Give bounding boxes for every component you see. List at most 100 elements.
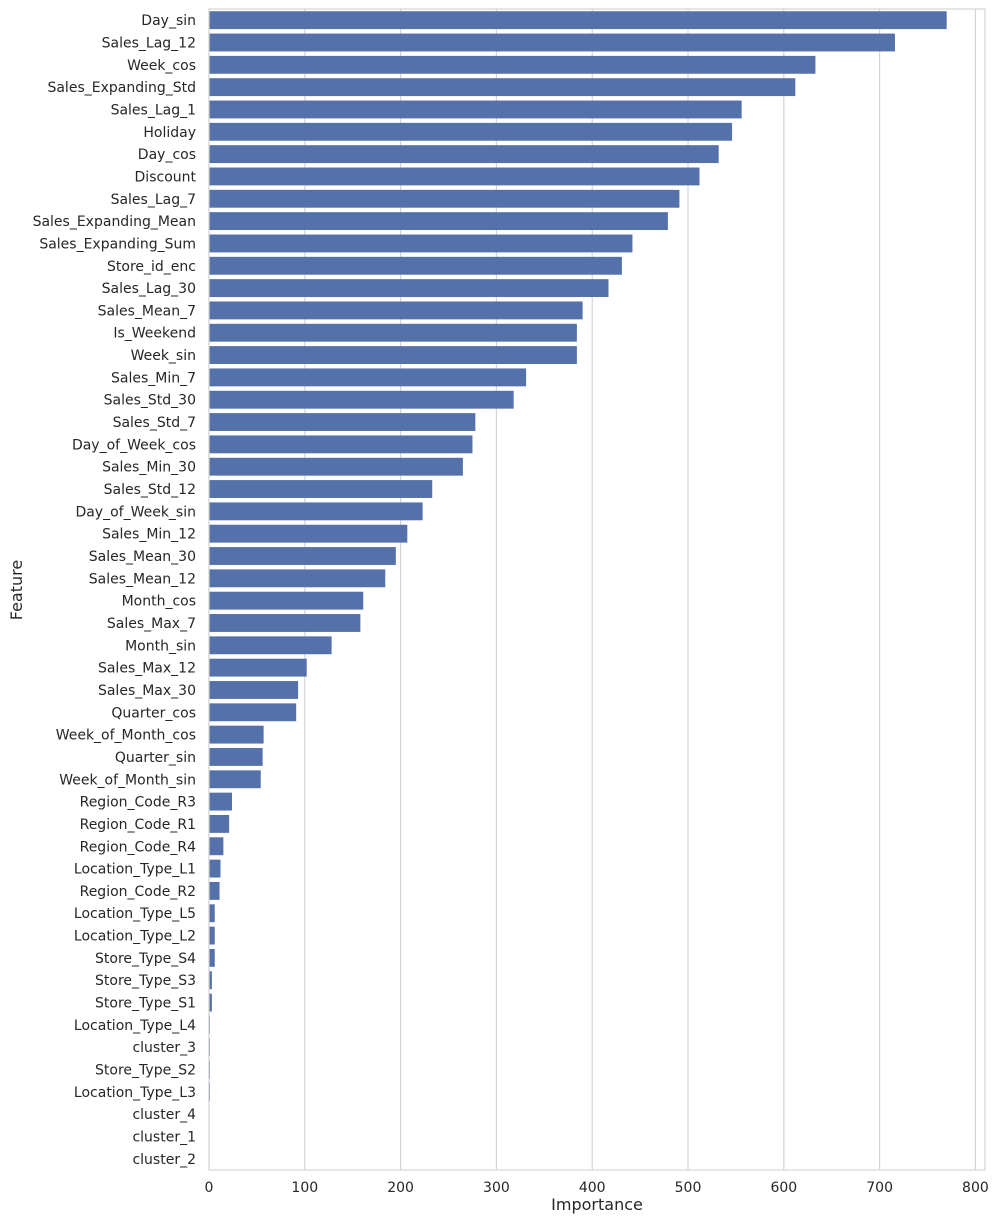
bar-sales-lag-30	[209, 279, 609, 298]
bar-store-type-s4	[209, 948, 215, 967]
y-tick-label: Sales_Expanding_Mean	[33, 214, 196, 230]
bar-region-code-r2	[209, 881, 220, 900]
bar-store-type-s1	[209, 993, 212, 1012]
x-tick-label: 700	[866, 1180, 893, 1196]
y-tick-label: Sales_Min_12	[102, 527, 196, 543]
bar-store-type-s3	[209, 971, 212, 990]
y-tick-label: Sales_Lag_7	[111, 192, 196, 208]
y-tick-label: Sales_Std_7	[113, 415, 196, 431]
bar-week-sin	[209, 346, 577, 364]
y-tick-label: Region_Code_R1	[80, 817, 196, 833]
bar-quarter-cos	[209, 703, 297, 722]
bar-week-cos	[209, 55, 816, 74]
y-tick-label: cluster_2	[132, 1152, 196, 1168]
y-tick-label: Sales_Mean_12	[89, 571, 196, 587]
x-tick-labels: 0 100 200 300 400 500 600 700 800	[205, 1180, 989, 1196]
bar-is-weekend	[209, 323, 577, 342]
y-tick-label: Location_Type_L5	[74, 906, 196, 922]
y-tick-label: Store_Type_S3	[95, 973, 196, 989]
y-tick-label: Sales_Mean_7	[98, 303, 196, 319]
x-tick-label: 300	[483, 1180, 510, 1196]
y-tick-label: Sales_Lag_12	[102, 35, 196, 51]
y-tick-label: Store_Type_S4	[95, 951, 196, 967]
y-tick-label: Sales_Expanding_Sum	[39, 236, 196, 252]
y-tick-label: Holiday	[143, 125, 196, 141]
bar-day-of-week-sin	[209, 502, 423, 521]
y-tick-label: Region_Code_R4	[80, 839, 196, 855]
bar-week-of-month-sin	[209, 770, 261, 789]
y-tick-label: Sales_Std_30	[104, 393, 196, 409]
y-tick-label: Sales_Std_12	[104, 482, 196, 498]
bar-region-code-r3	[209, 792, 232, 811]
y-tick-label: Quarter_sin	[115, 750, 196, 766]
y-tick-label: Sales_Mean_30	[89, 549, 196, 565]
bar-sales-expanding-std	[209, 78, 796, 97]
bar-sales-mean-30	[209, 547, 396, 565]
bar-sales-max-30	[209, 681, 299, 699]
y-tick-label: Day_of_Week_sin	[75, 504, 196, 520]
bar-sales-min-7	[209, 368, 527, 387]
x-tick-label: 0	[205, 1180, 214, 1196]
y-tick-label: Store_Type_S2	[95, 1063, 196, 1079]
bar-discount	[209, 167, 700, 186]
bar-sales-expanding-sum	[209, 234, 633, 253]
bar-holiday	[209, 122, 733, 141]
bar-sales-expanding-mean	[209, 212, 668, 231]
y-tick-label: Day_sin	[141, 13, 196, 29]
y-tick-label: Region_Code_R3	[80, 795, 196, 811]
y-tick-label: Sales_Max_12	[98, 661, 196, 677]
y-tick-label: Sales_Max_30	[98, 683, 196, 699]
x-tick-label: 400	[579, 1180, 606, 1196]
bar-store-id-enc	[209, 256, 622, 275]
y-tick-label: Location_Type_L3	[74, 1085, 196, 1101]
bar-sales-lag-12	[209, 33, 895, 52]
bar-location-type-l2	[209, 926, 215, 945]
bar-sales-min-30	[209, 457, 463, 476]
y-tick-label: Sales_Max_7	[107, 616, 196, 632]
y-axis-label: Feature	[7, 560, 26, 620]
y-tick-label: Week_cos	[127, 58, 196, 74]
bar-sales-lag-7	[209, 189, 680, 208]
y-tick-label: Quarter_cos	[111, 705, 196, 721]
y-tick-label: Location_Type_L4	[74, 1018, 196, 1034]
bar-sales-std-7	[209, 413, 476, 431]
x-tick-label: 800	[962, 1180, 989, 1196]
bar-sales-std-12	[209, 480, 433, 498]
y-tick-label: cluster_3	[132, 1040, 196, 1056]
y-tick-label: Week_of_Month_cos	[56, 728, 196, 744]
y-tick-label: Store_Type_S1	[95, 996, 196, 1012]
bar-region-code-r4	[209, 837, 224, 856]
y-tick-label: Week_sin	[131, 348, 196, 364]
y-tick-label: Sales_Lag_1	[111, 102, 196, 118]
y-tick-labels: Day_sin Sales_Lag_12 Week_cos Sales_Expandi…	[33, 13, 197, 1168]
y-tick-label: Is_Weekend	[113, 326, 196, 342]
bar-month-sin	[209, 636, 332, 655]
y-tick-label: Week_of_Month_sin	[59, 772, 196, 788]
y-tick-label: Location_Type_L1	[74, 862, 196, 878]
bar-location-type-l5	[209, 904, 215, 923]
bar-sales-lag-1	[209, 100, 742, 119]
y-tick-label: Discount	[135, 169, 197, 185]
y-tick-label: Day_of_Week_cos	[72, 437, 196, 453]
bar-day-cos	[209, 145, 719, 164]
plot-border	[208, 8, 986, 1171]
y-tick-label: Sales_Min_7	[111, 370, 196, 386]
y-tick-label: cluster_1	[132, 1130, 196, 1146]
y-tick-label: Sales_Expanding_Std	[47, 80, 196, 96]
y-tick-label: Location_Type_L2	[74, 929, 196, 945]
plot-frame	[208, 8, 986, 1171]
y-tick-label: Month_cos	[122, 594, 196, 610]
bar-sales-min-12	[209, 524, 408, 543]
bar-sales-max-12	[209, 658, 307, 677]
bar-sales-max-7	[209, 614, 361, 632]
x-axis-label: Importance	[551, 1195, 643, 1214]
x-tick-label: 200	[387, 1180, 414, 1196]
bar-sales-std-30	[209, 390, 514, 409]
bar-day-of-week-cos	[209, 435, 473, 454]
bar-region-code-r1	[209, 815, 230, 833]
bars	[209, 11, 947, 1101]
x-tick-label: 100	[291, 1180, 318, 1196]
bar-day-sin	[209, 11, 947, 30]
